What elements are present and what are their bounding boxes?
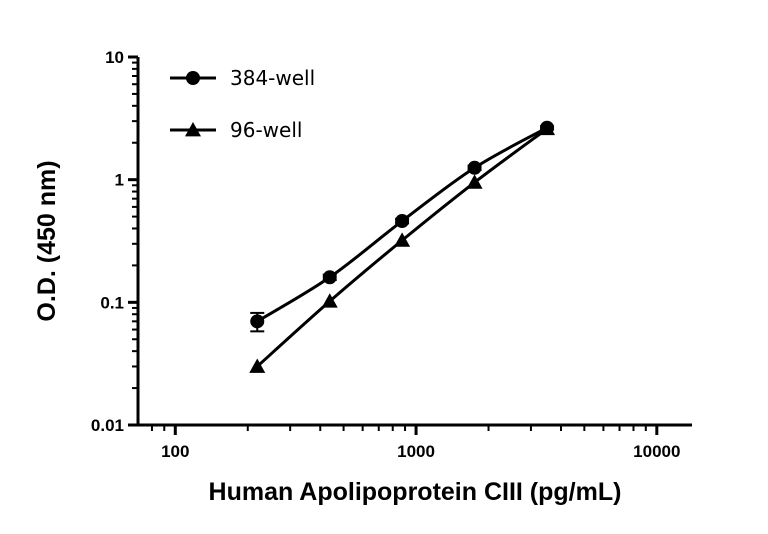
y-tick-label: 0.01 — [91, 416, 124, 435]
legend-label: 96-well — [230, 118, 302, 142]
x-axis-title: Human Apolipoprotein CIII (pg/mL) — [209, 478, 622, 506]
legend: 384-well 96-well — [170, 66, 315, 142]
legend-marker — [186, 71, 200, 85]
data-point — [467, 160, 482, 175]
legend-label: 384-well — [230, 66, 315, 90]
data-point — [394, 232, 411, 247]
axes — [136, 57, 692, 427]
data-point — [321, 293, 338, 308]
data-point — [250, 314, 265, 329]
y-tick-label: 10 — [105, 48, 124, 67]
x-tick-label: 1000 — [397, 442, 435, 461]
series-line — [256, 127, 548, 368]
legend-entry: 384-well — [170, 66, 315, 90]
data-point — [249, 358, 266, 373]
series-1 — [249, 120, 556, 373]
y-tick-label: 0.1 — [100, 293, 124, 312]
legend-marker — [185, 122, 201, 137]
data-point — [539, 120, 556, 136]
x-tick-label: 10000 — [633, 442, 680, 461]
data-point — [322, 270, 337, 285]
y-axis-title: O.D. (450 nm) — [33, 160, 61, 321]
ticks: 0.01 0.1 1 10 100 1000 10000 — [91, 48, 681, 461]
legend-entry: 96-well — [170, 118, 302, 142]
series-0 — [250, 120, 555, 333]
y-tick-label: 1 — [115, 171, 124, 190]
x-tick-label: 100 — [161, 442, 189, 461]
data-point — [466, 174, 483, 189]
data-point — [395, 214, 410, 229]
series — [249, 120, 556, 373]
